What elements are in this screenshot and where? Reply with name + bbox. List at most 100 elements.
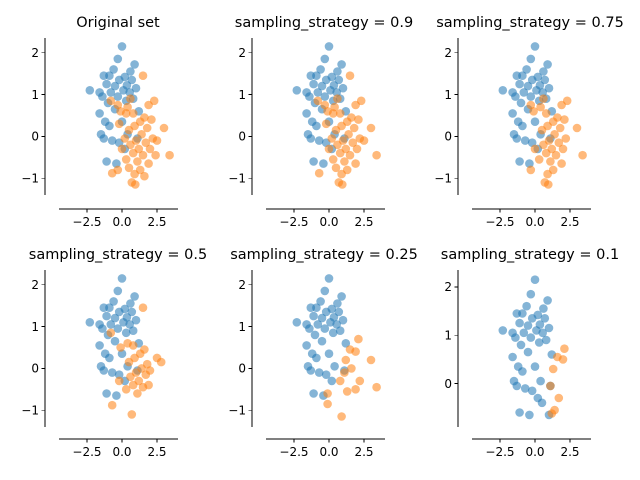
- scatter-point: [541, 335, 551, 345]
- x-tick-label: 2.5: [354, 445, 373, 459]
- scatter-point: [543, 296, 552, 305]
- scatter-point: [121, 328, 131, 338]
- subplot-title: sampling_strategy = 0.75: [436, 15, 624, 31]
- scatter-point: [102, 157, 111, 166]
- scatter-point: [105, 121, 114, 131]
- scatter-point: [114, 75, 124, 85]
- scatter-point: [351, 385, 360, 394]
- scatter-point: [145, 144, 155, 154]
- scatter-point: [530, 117, 540, 126]
- scatter-point: [102, 389, 111, 398]
- scatter-point: [125, 88, 134, 97]
- scatter-point: [126, 94, 135, 103]
- x-tick-label: 0.0: [525, 215, 544, 229]
- scatter-point: [130, 60, 139, 69]
- scatter-point: [309, 389, 318, 398]
- scatter-point: [342, 387, 352, 396]
- scatter-point: [306, 71, 316, 80]
- scatter-point: [548, 364, 558, 374]
- x-tick-label: 2.5: [354, 215, 373, 229]
- scatter-point: [117, 42, 127, 51]
- scatter-point: [107, 136, 117, 145]
- scatter-point: [530, 42, 540, 51]
- scatter-point: [144, 100, 153, 110]
- scatter-point: [128, 148, 138, 158]
- scatter-point: [515, 318, 524, 328]
- scatter-point: [348, 138, 358, 147]
- scatter-point: [578, 150, 587, 160]
- scatter-point: [333, 140, 342, 150]
- scatter-point: [551, 150, 561, 160]
- scatter-point: [121, 385, 131, 394]
- scatter-point: [541, 148, 551, 158]
- scatter-point: [165, 150, 174, 160]
- scatter-point: [316, 65, 325, 74]
- scatter-point: [554, 138, 564, 147]
- scatter-point: [110, 313, 120, 323]
- scatter-point: [544, 83, 554, 93]
- scatter-point: [508, 109, 517, 118]
- series-class-0: [498, 275, 557, 420]
- scatter-point: [534, 155, 544, 164]
- subplot-title: sampling_strategy = 0.25: [230, 247, 418, 263]
- scatter-point: [328, 109, 338, 118]
- scatter-point: [515, 408, 524, 417]
- scatter-point: [126, 67, 135, 76]
- scatter-point: [561, 134, 571, 143]
- scatter-point: [340, 368, 349, 377]
- subplot-4: sampling_strategy = 0.5 −1 0 1 2 −2.5 0.0 2.5: [21, 247, 207, 459]
- series-class-1: [313, 71, 381, 189]
- scatter-point: [152, 136, 162, 145]
- scatter-point: [526, 289, 536, 299]
- y-tick-label: 0: [238, 130, 246, 144]
- scatter-point: [98, 324, 107, 333]
- scatter-point: [126, 140, 135, 150]
- scatter-point: [314, 136, 324, 145]
- y-tick-label: 2: [31, 278, 39, 292]
- subplot-1: Original set −1 0 1 2 −2.5 0.0 2.5: [21, 15, 178, 229]
- y-tick-label: 2: [444, 46, 452, 60]
- scatter-point: [110, 336, 120, 346]
- scatter-point: [137, 130, 146, 139]
- scatter-point: [309, 79, 318, 89]
- scatter-point: [543, 169, 552, 179]
- scatter-point: [530, 144, 540, 154]
- scatter-point: [538, 328, 547, 338]
- scatter-point: [316, 297, 325, 306]
- scatter-point: [544, 323, 554, 333]
- scatter-point: [109, 297, 118, 306]
- y-tick-label: 0: [444, 130, 452, 144]
- scatter-point: [99, 366, 109, 375]
- scatter-point: [523, 321, 533, 330]
- y-tick-label: 1: [238, 320, 246, 334]
- scatter-point: [530, 362, 540, 371]
- scatter-point: [512, 309, 522, 318]
- subplot-5: sampling_strategy = 0.25 −1 0 1 2 −2.5 0.0 2.5: [228, 247, 418, 459]
- scatter-point: [516, 98, 526, 108]
- scatter-point: [320, 324, 330, 333]
- scatter-point: [302, 341, 311, 350]
- scatter-point: [333, 299, 342, 308]
- scatter-point: [522, 65, 531, 74]
- scatter-point: [512, 71, 522, 80]
- x-tick-label: −2.5: [279, 215, 308, 229]
- scatter-point: [550, 130, 559, 139]
- scatter-point: [159, 123, 169, 133]
- scatter-point: [515, 157, 524, 166]
- scatter-point: [543, 60, 552, 69]
- scatter-point: [525, 410, 534, 420]
- scatter-point: [520, 136, 530, 145]
- scatter-point: [107, 168, 117, 178]
- scatter-point: [126, 372, 135, 382]
- scatter-point: [522, 301, 531, 311]
- scatter-point: [520, 384, 530, 393]
- scatter-point: [333, 94, 342, 103]
- scatter-point: [345, 71, 355, 80]
- scatter-point: [321, 75, 331, 85]
- series-class-1: [106, 303, 166, 419]
- scatter-point: [351, 347, 360, 356]
- scatter-point: [317, 81, 327, 91]
- scatter-point: [534, 338, 544, 347]
- y-tick-label: 2: [238, 46, 246, 60]
- scatter-point: [320, 286, 330, 296]
